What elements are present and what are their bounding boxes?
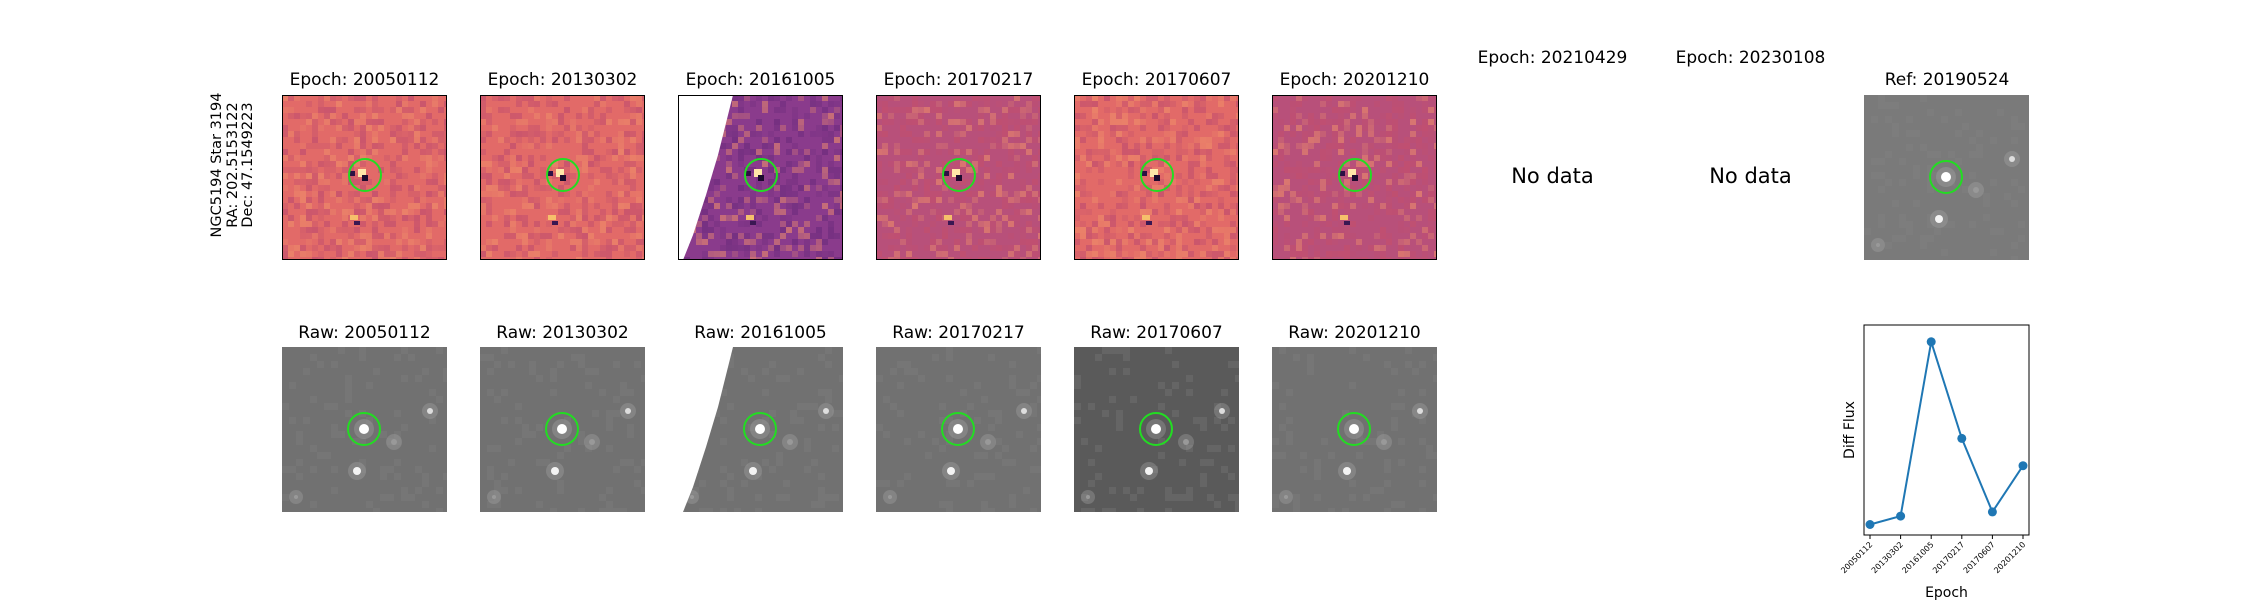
diff-title-0: Epoch: 20050112 [289, 70, 440, 90]
diff-title-7: Epoch: 20230108 [1675, 48, 1826, 68]
raw-title-0: Raw: 20050112 [298, 323, 431, 343]
diff-image-5 [1272, 95, 1437, 260]
no-data-label-6: No data [1511, 164, 1594, 188]
diff-image-3 [876, 95, 1041, 260]
no-data-label-7: No data [1709, 164, 1792, 188]
y-axis-label: Diff Flux [1842, 401, 1858, 459]
x-tick-label-0: 20050112 [1839, 540, 1874, 575]
diff-title-2: Epoch: 20161005 [685, 70, 836, 90]
diff-title-4: Epoch: 20170607 [1081, 70, 1232, 90]
x-tick-label-1: 20130302 [1870, 540, 1905, 575]
object-ra: RA: 202.5153122 [224, 102, 241, 228]
diff-title-3: Epoch: 20170217 [883, 70, 1034, 90]
raw-image-5 [1272, 347, 1437, 512]
object-name: NGC5194 Star 3194 [209, 92, 225, 238]
raw-image-3 [876, 347, 1041, 512]
raw-image-1 [480, 347, 645, 512]
diff-flux-light-curve: 2005011220130302201610052017021720170607… [1839, 324, 2030, 600]
x-tick-label-5: 20201210 [1992, 540, 2027, 575]
object-dec: Dec: 47.1549223 [240, 102, 256, 228]
plot-area [1863, 324, 2030, 536]
data-point-2 [1926, 337, 1936, 347]
series-line [1869, 341, 2024, 526]
data-point-3 [1957, 433, 1967, 443]
data-point-1 [1896, 511, 1906, 521]
raw-title-4: Raw: 20170607 [1090, 323, 1223, 343]
raw-title-5: Raw: 20201210 [1288, 323, 1421, 343]
x-tick-label-2: 20161005 [1900, 540, 1935, 575]
raw-title-3: Raw: 20170217 [892, 323, 1025, 343]
diff-title-6: Epoch: 20210429 [1477, 48, 1628, 68]
ref-image [1864, 95, 2029, 260]
raw-image-2 [678, 347, 843, 512]
diff-image-0 [282, 95, 447, 260]
data-point-0 [1865, 520, 1875, 529]
diff-title-5: Epoch: 20201210 [1279, 70, 1430, 90]
diff-title-1: Epoch: 20130302 [487, 70, 638, 90]
x-tick-label-3: 20170217 [1931, 540, 1966, 575]
data-point-5 [2018, 461, 2028, 471]
diff-image-1 [480, 95, 645, 260]
x-tick-label-4: 20170607 [1962, 540, 1997, 575]
raw-title-1: Raw: 20130302 [496, 323, 629, 343]
x-axis-label: Epoch [1925, 585, 1968, 600]
raw-image-4 [1074, 347, 1239, 512]
object-label: NGC5194 Star 3194 RA: 202.5153122 Dec: 4… [209, 70, 257, 260]
raw-image-0 [282, 347, 447, 512]
data-point-4 [1987, 507, 1997, 517]
raw-title-2: Raw: 20161005 [694, 323, 827, 343]
ref-title: Ref: 20190524 [1884, 70, 2010, 90]
diff-image-2 [678, 95, 843, 260]
diff-image-4 [1074, 95, 1239, 260]
